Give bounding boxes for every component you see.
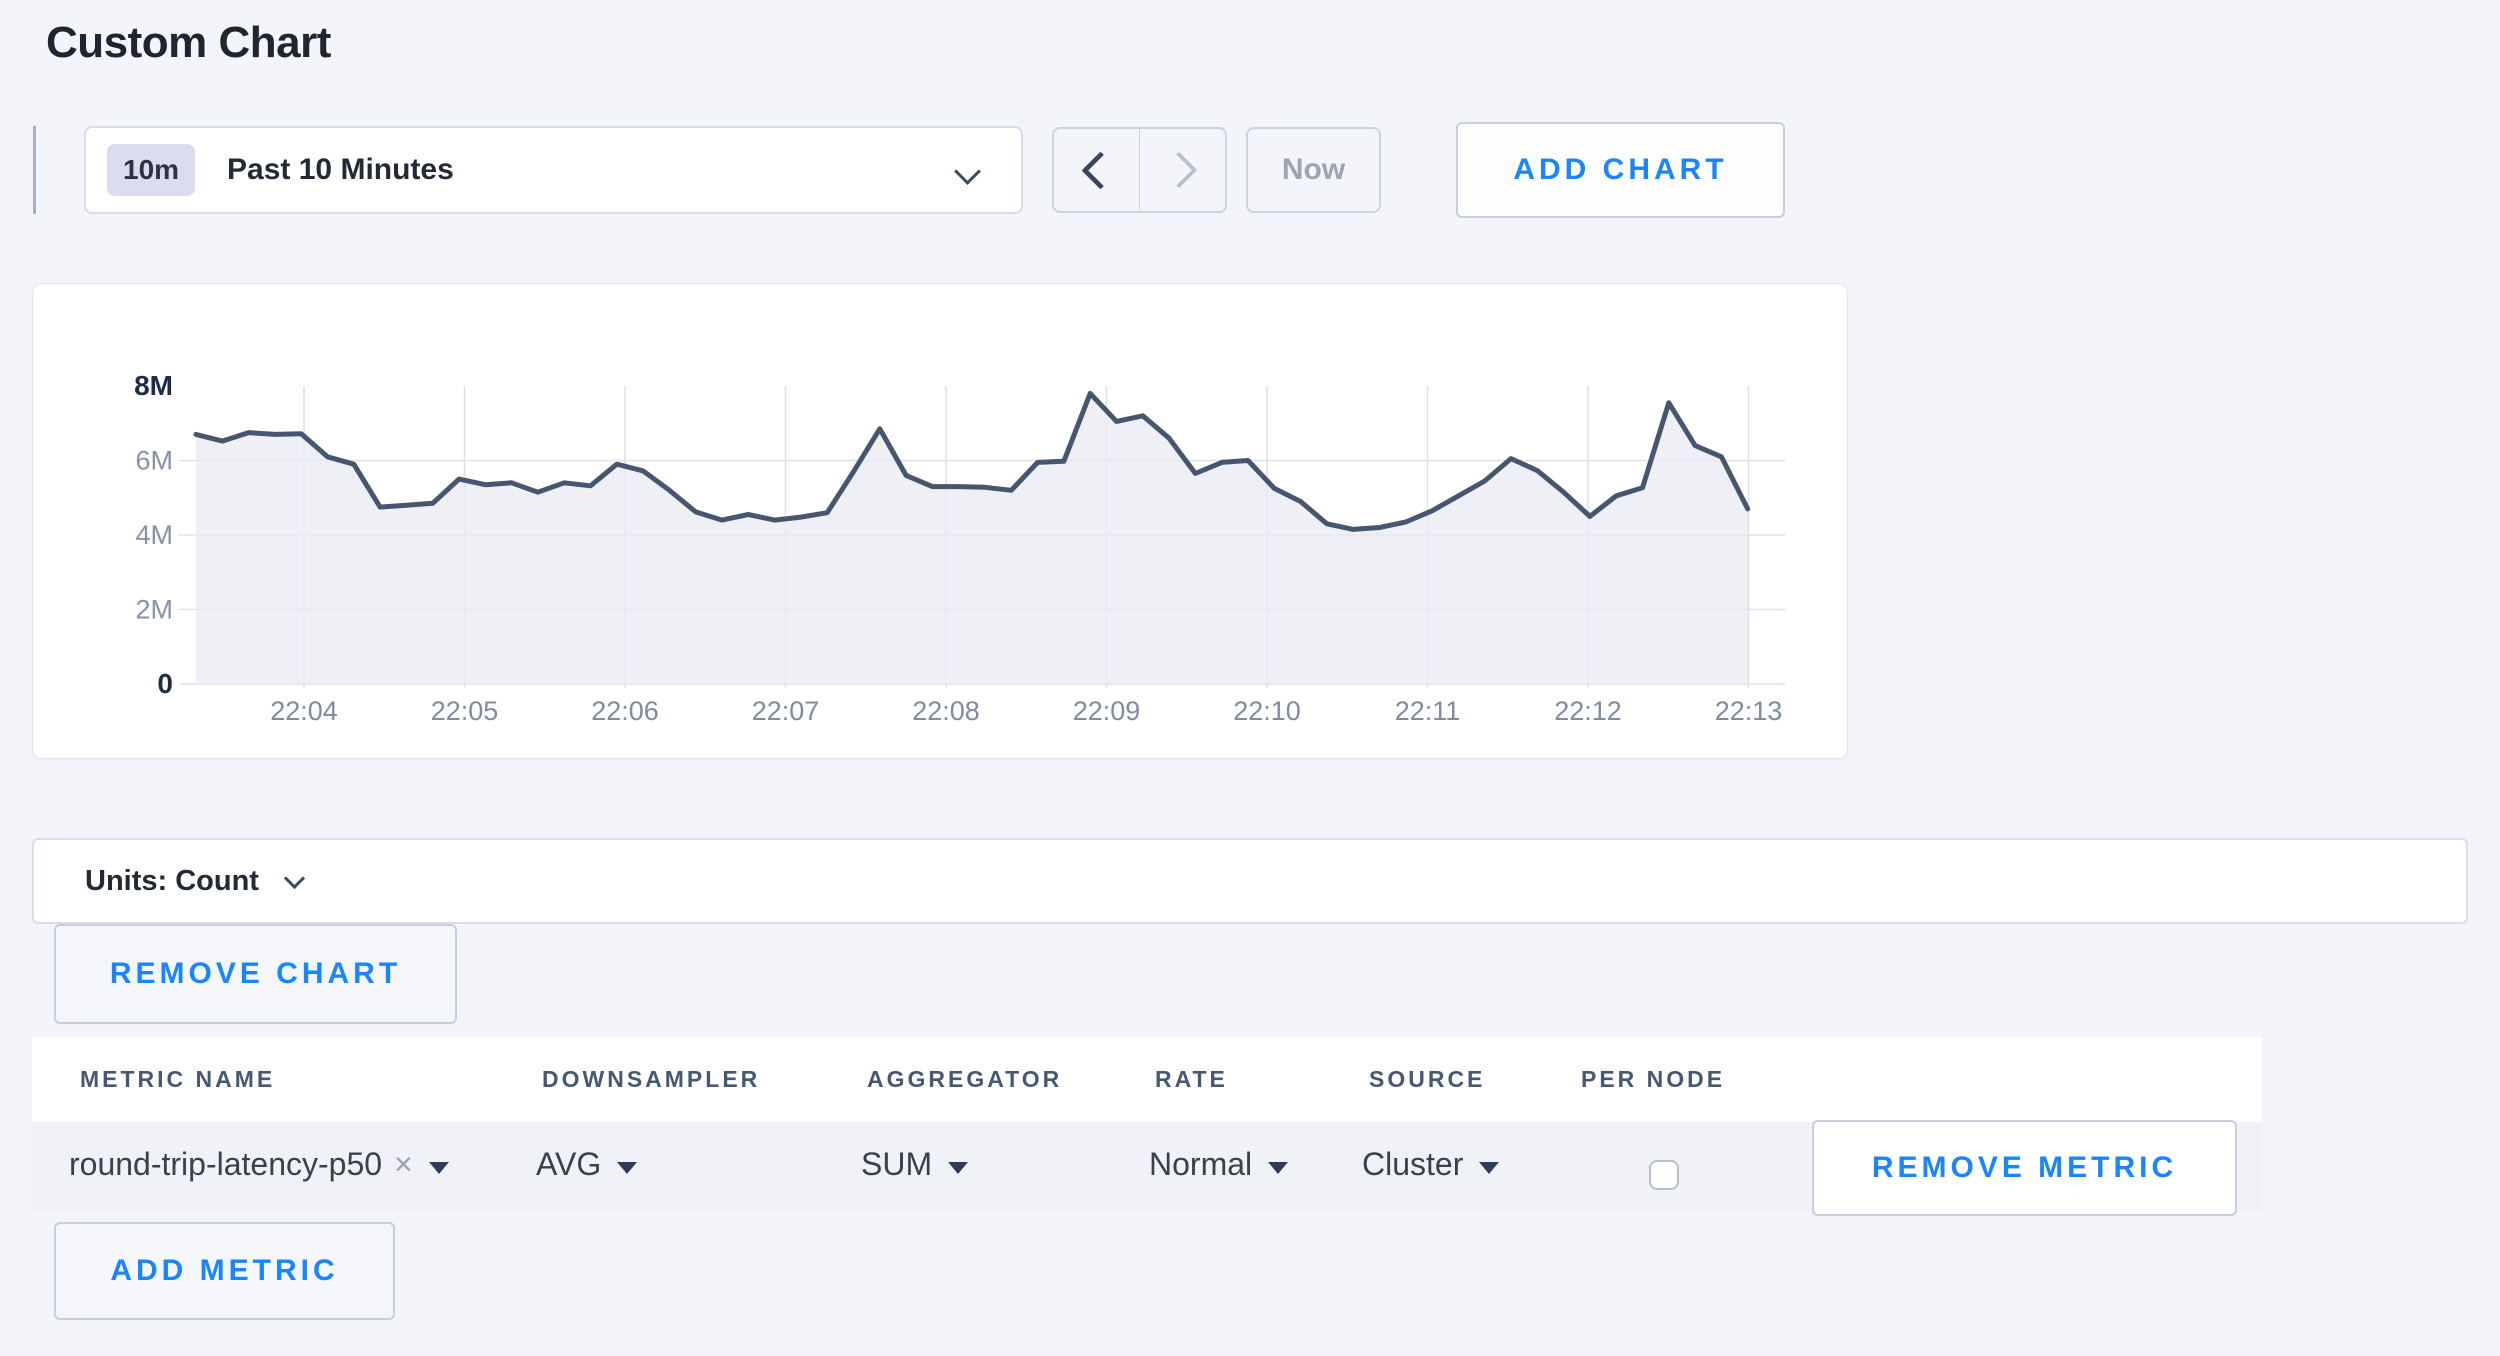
metric-name-select[interactable]: round-trip-latency-p50 × (69, 1146, 449, 1183)
dropdown-caret-icon (428, 1161, 449, 1174)
series-area (196, 393, 1748, 684)
y-axis-tick: 0 (157, 668, 173, 699)
column-header-metric-name: METRIC NAME (80, 1066, 276, 1092)
y-axis-tick: 2M (135, 595, 173, 625)
column-header-rate: RATE (1155, 1066, 1228, 1092)
y-axis-tick: 8M (134, 370, 173, 401)
x-axis-tick: 22:10 (1233, 696, 1301, 726)
time-range-step-buttons (1052, 127, 1227, 213)
column-header-source: SOURCE (1369, 1066, 1486, 1092)
time-range-badge: 10m (107, 144, 196, 196)
chart-svg: 22:04 22:05 22:06 22:07 22:08 22:09 22:10 22:11… (134, 370, 1785, 726)
x-axis-tick: 22:09 (1073, 696, 1141, 726)
chart-card: 22:04 22:05 22:06 22:07 22:08 22:09 22:10 22:11… (32, 283, 1848, 759)
add-metric-button[interactable]: ADD METRIC (54, 1222, 395, 1320)
chevron-right-icon (1160, 151, 1197, 189)
now-button[interactable]: Now (1246, 127, 1381, 213)
per-node-checkbox[interactable] (1649, 1160, 1679, 1190)
x-axis-tick: 22:11 (1395, 696, 1461, 726)
dropdown-caret-icon (1268, 1161, 1289, 1174)
x-axis-tick: 22:07 (752, 696, 820, 726)
downsampler-value: AVG (536, 1146, 602, 1182)
source-value: Cluster (1362, 1146, 1464, 1182)
remove-chart-button[interactable]: REMOVE CHART (54, 924, 457, 1024)
dropdown-caret-icon (617, 1161, 638, 1174)
remove-metric-button[interactable]: REMOVE METRIC (1812, 1120, 2237, 1216)
dropdown-caret-icon (1479, 1161, 1500, 1174)
x-axis-tick: 22:12 (1554, 696, 1622, 726)
rate-select[interactable]: Normal (1149, 1146, 1289, 1183)
toolbar-accent-bar (33, 126, 36, 214)
chevron-down-icon (954, 158, 981, 185)
rate-value: Normal (1149, 1146, 1253, 1182)
x-axis-tick: 22:04 (270, 696, 338, 726)
units-label: Units: Count (85, 864, 259, 897)
clear-metric-icon[interactable]: × (394, 1146, 413, 1182)
metric-row: round-trip-latency-p50 × AVG SUM Normal … (32, 1120, 2262, 1216)
prev-range-button[interactable] (1054, 129, 1140, 211)
x-axis-tick: 22:05 (431, 696, 499, 726)
aggregator-value: SUM (861, 1146, 933, 1182)
source-select[interactable]: Cluster (1362, 1146, 1500, 1183)
chevron-left-icon (1081, 150, 1120, 190)
chevron-down-icon (283, 867, 306, 889)
x-axis-tick: 22:13 (1715, 696, 1783, 726)
units-select[interactable]: Units: Count (32, 838, 2468, 924)
dropdown-caret-icon (948, 1161, 969, 1174)
column-header-per-node: PER NODE (1581, 1066, 1726, 1092)
downsampler-select[interactable]: AVG (536, 1146, 638, 1183)
metric-name-value: round-trip-latency-p50 (69, 1146, 383, 1182)
series-line (193, 390, 1751, 532)
aggregator-select[interactable]: SUM (861, 1146, 969, 1183)
add-chart-button[interactable]: ADD CHART (1456, 122, 1785, 218)
x-axis-tick: 22:08 (912, 696, 980, 726)
time-range-label: Past 10 Minutes (227, 153, 454, 186)
column-header-aggregator: AGGREGATOR (867, 1066, 1063, 1092)
next-range-button[interactable] (1140, 129, 1225, 211)
y-axis-tick: 6M (135, 446, 173, 476)
metrics-table-header: METRIC NAME DOWNSAMPLER AGGREGATOR RATE … (32, 1037, 2262, 1122)
time-range-select[interactable]: 10m Past 10 Minutes (84, 126, 1023, 214)
metrics-table: METRIC NAME DOWNSAMPLER AGGREGATOR RATE … (32, 1037, 2262, 1216)
page-title: Custom Chart (46, 18, 331, 67)
x-axis-tick: 22:06 (591, 696, 659, 726)
y-axis-tick: 4M (135, 520, 173, 550)
column-header-downsampler: DOWNSAMPLER (542, 1066, 761, 1092)
